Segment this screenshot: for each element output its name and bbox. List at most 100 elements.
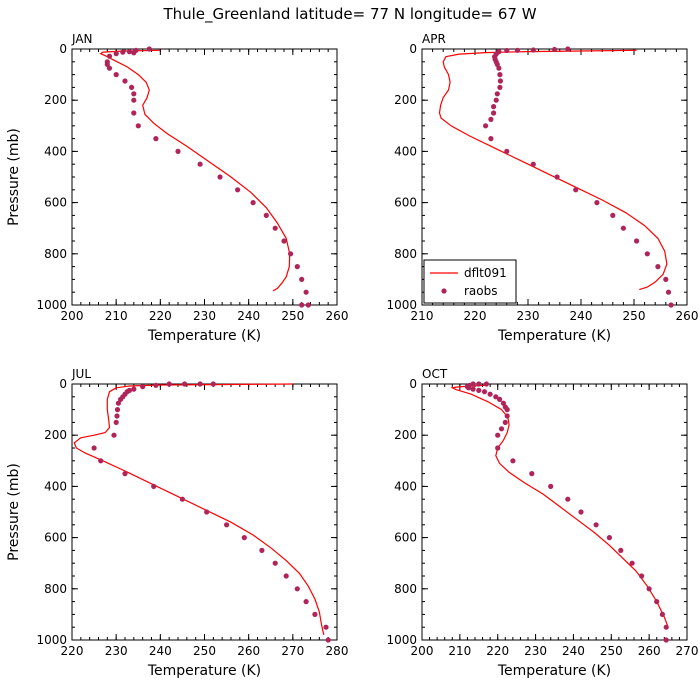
data-point-raobs [620, 225, 627, 231]
y-tick-label: 400 [394, 144, 417, 158]
y-tick-label: 600 [394, 531, 417, 545]
x-tick-label: 280 [326, 644, 349, 658]
data-point-raobs [113, 419, 119, 425]
x-tick-label: 250 [623, 309, 646, 323]
x-tick-label: 250 [281, 309, 304, 323]
data-point-raobs [325, 637, 331, 643]
x-tick-label: 270 [281, 644, 304, 658]
x-tick-label: 240 [149, 644, 172, 658]
data-point-raobs [204, 509, 210, 515]
data-point-raobs [153, 136, 159, 142]
data-point-raobs [131, 386, 137, 392]
data-point-raobs [118, 396, 124, 402]
series-line-dflt091 [438, 49, 668, 291]
x-tick-label: 210 [448, 644, 471, 658]
data-point-raobs [655, 264, 661, 270]
y-tick-label: 800 [394, 582, 417, 596]
data-point-raobs [504, 148, 510, 154]
legend: dflt091 raobs [423, 259, 517, 304]
x-axis-label: Temperature (K) [497, 663, 611, 679]
x-tick-label: 260 [326, 309, 349, 323]
data-point-raobs [470, 386, 476, 392]
data-point-raobs [272, 560, 278, 566]
y-tick-label: 200 [44, 93, 67, 107]
series-line-dflt091 [73, 383, 325, 636]
y-tick-label: 1000 [386, 633, 417, 647]
data-point-raobs [510, 458, 516, 464]
y-tick-label: 200 [394, 428, 417, 442]
data-point-raobs [294, 586, 300, 592]
data-point-raobs [494, 91, 500, 97]
data-point-raobs [217, 174, 223, 180]
data-point-raobs [263, 212, 269, 218]
data-point-raobs [111, 432, 117, 438]
data-point-raobs [235, 187, 241, 193]
panel-title: JUL [71, 367, 91, 381]
x-tick-label: 260 [237, 644, 260, 658]
x-tick-label: 240 [237, 309, 260, 323]
data-point-raobs [530, 161, 536, 167]
data-point-raobs [175, 148, 181, 154]
data-point-raobs [639, 573, 645, 579]
data-point-raobs [606, 535, 613, 541]
y-axis-label: Pressure (mb) [6, 463, 22, 561]
x-axis-label: Temperature (K) [147, 328, 261, 344]
x-tick-label: 210 [411, 309, 434, 323]
data-point-raobs [491, 110, 497, 116]
data-point-raobs [272, 225, 278, 231]
data-point-raobs [498, 426, 505, 432]
data-point-raobs [497, 72, 503, 78]
figure-title: Thule_Greenland latitude= 77 N longitude… [162, 5, 536, 24]
data-point-raobs [496, 65, 502, 71]
x-tick-label: 270 [676, 644, 699, 658]
x-tick-label: 230 [105, 644, 128, 658]
data-point-raobs [665, 289, 672, 295]
data-point-raobs [131, 110, 137, 116]
x-tick-label: 250 [193, 644, 216, 658]
x-tick-label: 260 [638, 644, 661, 658]
series-line-dflt091 [450, 384, 669, 628]
data-point-raobs [573, 187, 579, 193]
data-point-raobs [514, 47, 521, 53]
y-tick-label: 200 [44, 428, 67, 442]
data-point-raobs [115, 400, 121, 406]
x-tick-label: 250 [600, 644, 623, 658]
x-tick-label: 220 [61, 644, 84, 658]
data-point-raobs [668, 302, 674, 308]
x-tick-label: 220 [149, 309, 172, 323]
data-point-raobs [113, 72, 119, 78]
y-tick-label: 600 [44, 531, 67, 545]
data-point-raobs [166, 381, 172, 387]
data-point-raobs [299, 276, 305, 282]
data-point-raobs [114, 407, 121, 413]
data-point-raobs [299, 302, 305, 308]
data-point-raobs [504, 47, 510, 54]
data-point-raobs [146, 46, 152, 52]
data-point-raobs [281, 238, 287, 244]
x-tick-label: 200 [61, 309, 84, 323]
data-point-raobs [153, 382, 159, 388]
y-tick-label: 1000 [36, 633, 67, 647]
data-point-raobs [98, 458, 104, 464]
panels: JAN 200 210 220 230 240 250 260 0 200 400 600 800 100… [6, 32, 698, 679]
data-point-raobs [529, 471, 535, 477]
data-point-raobs [594, 200, 600, 206]
y-tick-label: 400 [44, 144, 67, 158]
data-point-raobs [654, 599, 660, 605]
data-point-raobs [491, 104, 497, 110]
data-point-raobs [551, 46, 558, 53]
data-point-raobs [644, 251, 650, 257]
data-point-raobs [502, 419, 508, 425]
x-tick-label: 230 [524, 644, 547, 658]
data-point-raobs [497, 78, 503, 84]
legend-label-model: dflt091 [464, 266, 507, 280]
data-point-raobs [312, 611, 318, 618]
legend-box [423, 259, 517, 304]
x-axis-label: Temperature (K) [497, 328, 611, 344]
x-tick-label: 200 [411, 644, 434, 658]
data-point-raobs [241, 535, 247, 541]
x-tick-label: 230 [517, 309, 540, 323]
x-tick-label: 240 [570, 309, 593, 323]
x-tick-label: 260 [676, 309, 699, 323]
